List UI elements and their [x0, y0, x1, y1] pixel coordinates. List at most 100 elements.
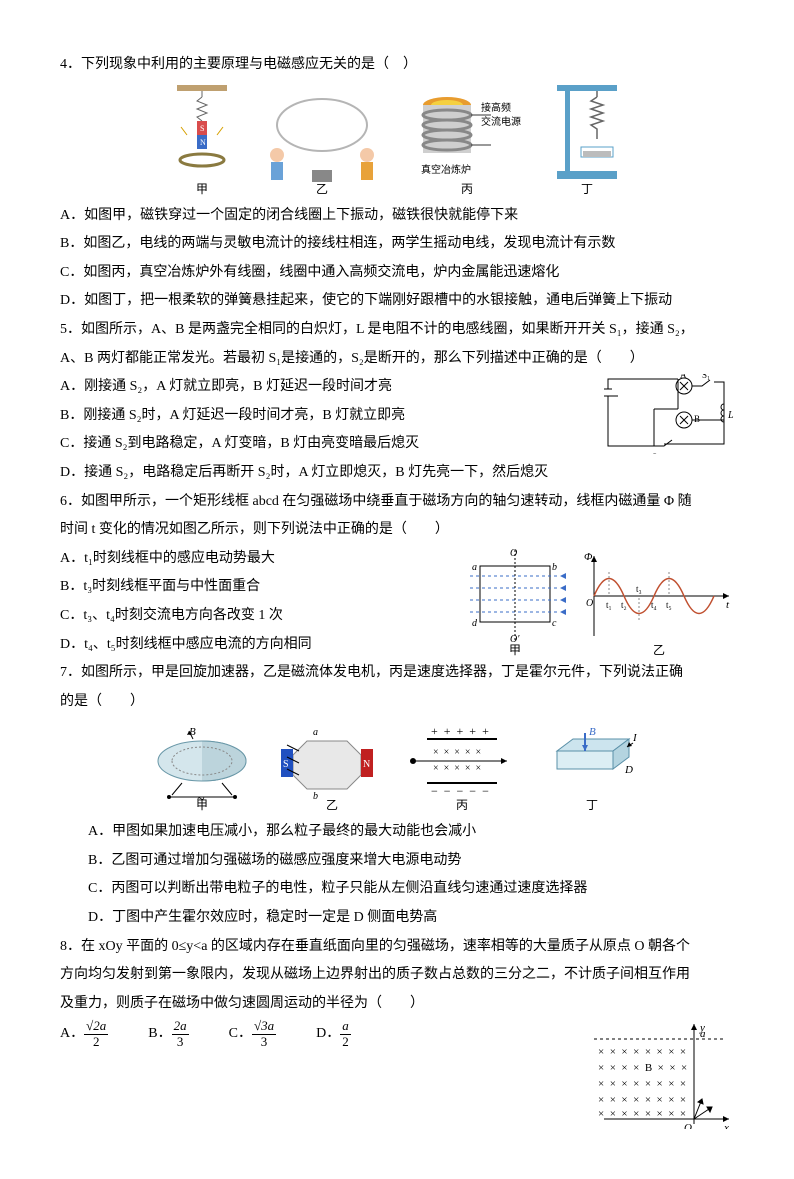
q8-a-pre: A．	[60, 1026, 84, 1041]
q7-opt-a: A．甲图如果加速电压减小，那么粒子最终的最大动能也会减小	[60, 819, 734, 846]
q4-fig-c-t1: 接高频	[481, 101, 511, 114]
q5-opt-d: D．接通 S₂，电路稳定后再断开 S₂时，A 灯立即熄灭，B 灯先亮一下，然后熄…	[60, 460, 734, 487]
svg-text:t₂: t₂	[621, 600, 627, 610]
q8-stem2: 方向均匀发射到第一象限内，发现从磁场上边界射出的质子数占总数的三分之二，不计质子…	[60, 962, 734, 989]
q6-fig2-label: 乙	[653, 639, 665, 662]
q8-stem2-text: 方向均匀发射到第一象限内，发现从磁场上边界射出的质子数占总数的三分之二，不计质子…	[60, 967, 690, 982]
q8-b-pre: B．	[148, 1026, 171, 1041]
q8-c-den: 3	[252, 1035, 276, 1049]
q7-stem1-text: 7．如图所示，甲是回旋加速器，乙是磁流体发电机，丙是速度选择器，丁是霍尔元件，下…	[60, 665, 683, 680]
svg-text:+ + + + +: + + + + +	[431, 724, 489, 738]
q8-options: A．√2a2 B．2a 3 C．√3a3 D．a 2	[60, 1019, 576, 1049]
svg-text:S: S	[200, 124, 204, 133]
q4-fig-c-label: 丙	[461, 178, 473, 201]
rope-students-icon	[257, 85, 387, 185]
svg-text:× × × × × × × ×: × × × × × × × ×	[598, 1078, 686, 1090]
svg-text:O: O	[510, 548, 517, 559]
q4-fig-d-label: 丁	[581, 178, 593, 201]
q4-fig-c: 接高频 交流电源 真空冶炼炉 丙	[407, 85, 527, 185]
svg-text:Φ: Φ	[584, 551, 593, 563]
svg-text:t: t	[726, 599, 730, 611]
q5-stem1-text: 5．如图所示，A、B 是两盏完全相同的白炽灯，L 是电阻不计的电感线圈，如果断开…	[60, 322, 694, 337]
q4-opt-b: B．如图乙，电线的两端与灵敏电流计的接线柱相连，两学生摇动电线，发现电流计有示数	[60, 231, 734, 258]
q8-d-num: a	[342, 1018, 349, 1033]
mhd-generator-icon: a b N S	[277, 721, 387, 801]
q4-fig-c-t3: 真空冶炼炉	[421, 163, 471, 176]
q5-stem1: 5．如图所示，A、B 是两盏完全相同的白炽灯，L 是电阻不计的电感线圈，如果断开…	[60, 317, 734, 344]
svg-text:t₅: t₅	[666, 600, 672, 610]
q5-figure: A S₁ B S₂ L	[594, 374, 734, 454]
q6-stem2-text: 时间 t 变化的情况如图乙所示，则下列说法中正确的是（ ）	[60, 522, 449, 537]
q5-stem2: A、B 两灯都能正常发光。若最初 S₁是接通的，S₂是断开的，那么下列描述中正确…	[60, 346, 734, 373]
q7-opt-d-text: D．丁图中产生霍尔效应时，稳定时一定是 D 侧面电势高	[88, 910, 437, 925]
q7-fig-d-label: 丁	[586, 794, 598, 817]
q8-figure: y x O a × × × × × × × × × × × × B × × × …	[584, 1019, 734, 1129]
q8-opt-d: D．a 2	[316, 1019, 351, 1049]
svg-text:b: b	[552, 562, 557, 573]
q8-d-pre: D．	[316, 1026, 340, 1041]
q5-stem2-text: A、B 两灯都能正常发光。若最初 S₁是接通的，S₂是断开的，那么下列描述中正确…	[60, 351, 644, 366]
circuit-inductor-icon: A S₁ B S₂ L	[594, 374, 734, 454]
svg-text:× × × × B × × ×: × × × × B × × ×	[598, 1062, 687, 1074]
q8-d-den: 2	[340, 1035, 351, 1049]
q6-opt-a-text: A．t₁时刻线框中的感应电动势最大	[60, 551, 275, 566]
q4-opt-d-text: D．如图丁，把一根柔软的弹簧悬挂起来，使它的下端刚好跟槽中的水银接触，通电后弹簧…	[60, 293, 672, 308]
q8-a-den: 2	[84, 1035, 108, 1049]
q4-fig-b: 乙	[257, 85, 387, 185]
svg-text:L: L	[727, 410, 734, 421]
q7-opt-d: D．丁图中产生霍尔效应时，稳定时一定是 D 侧面电势高	[60, 905, 734, 932]
svg-text:I: I	[632, 732, 638, 744]
svg-text:× × × × ×: × × × × ×	[433, 763, 481, 774]
q4-fig-c-t2: 交流电源	[481, 115, 521, 128]
q4-fig-a: S N 甲	[167, 85, 237, 185]
q7-stem2: 的是（ ）	[60, 689, 734, 716]
q7-opt-c: C．丙图可以判断出带电粒子的电性，粒子只能从左侧沿直线匀速通过速度选择器	[60, 876, 734, 903]
q4-opt-a-text: A．如图甲，磁铁穿过一个固定的闭合线圈上下振动，磁铁很快就能停下来	[60, 208, 518, 223]
q7-opt-a-text: A．甲图如果加速电压减小，那么粒子最终的最大动能也会减小	[88, 824, 476, 839]
furnace-coil-icon: 接高频 交流电源 真空冶炼炉	[407, 85, 527, 185]
q5-opt-b-text: B．刚接通 S₂时，A 灯延迟一段时间才亮，B 灯就立即亮	[60, 408, 405, 423]
q8-stem3-text: 及重力，则质子在磁场中做匀速圆周运动的半径为（ ）	[60, 996, 424, 1011]
svg-text:× × × × ×: × × × × ×	[433, 747, 481, 758]
q7-stem2-text: 的是（ ）	[60, 694, 144, 709]
svg-text:× × × × × × × ×: × × × × × × × ×	[598, 1108, 686, 1120]
svg-text:× × × × × × × ×: × × × × × × × ×	[598, 1094, 686, 1106]
svg-text:O: O	[684, 1122, 692, 1129]
hall-element-icon: I D B	[537, 721, 647, 801]
q4-opt-c-text: C．如图丙，真空冶炼炉外有线圈，线圈中通入高频交流电，炉内金属能迅速熔化	[60, 265, 559, 280]
q4-fig-b-label: 乙	[316, 178, 328, 201]
magnetic-region-icon: y x O a × × × × × × × × × × × × B × × × …	[584, 1019, 734, 1129]
q6-fig1-label: 甲	[509, 639, 521, 662]
q4-stem: 4．下列现象中利用的主要原理与电磁感应无关的是（ ）	[60, 52, 734, 79]
q4-opt-a: A．如图甲，磁铁穿过一个固定的闭合线圈上下振动，磁铁很快就能停下来	[60, 203, 734, 230]
q6-figures: O a b c d O′ 甲 Φ t O	[460, 546, 734, 646]
q5-opt-a-text: A．刚接通 S₂，A 灯就立即亮，B 灯延迟一段时间才亮	[60, 379, 392, 394]
q7-opt-c-text: C．丙图可以判断出带电粒子的电性，粒子只能从左侧沿直线匀速通过速度选择器	[88, 881, 587, 896]
q7-stem1: 7．如图所示，甲是回旋加速器，乙是磁流体发电机，丙是速度选择器，丁是霍尔元件，下…	[60, 660, 734, 687]
q6-stem1-text: 6．如图甲所示，一个矩形线框 abcd 在匀强磁场中绕垂直于磁场方向的轴匀速转动…	[60, 494, 692, 509]
q8-opt-c: C．√3a3	[229, 1019, 276, 1049]
svg-text:A: A	[680, 374, 687, 380]
q8-b-num: 2a	[174, 1018, 187, 1033]
svg-text:B: B	[589, 726, 596, 738]
spring-magnet-coil-icon: S N	[167, 85, 237, 185]
svg-text:t₄: t₄	[651, 600, 657, 610]
rotating-loop-icon: O a b c d O′	[460, 546, 570, 646]
q6-opt-d-text: D．t₄、t₅时刻线框中感应电流的方向相同	[60, 637, 312, 652]
q8-opt-a: A．√2a2	[60, 1019, 108, 1049]
svg-text:d: d	[472, 618, 478, 629]
spring-mercury-icon	[547, 85, 627, 185]
svg-text:t₁: t₁	[606, 600, 612, 610]
svg-text:S₁: S₁	[702, 374, 710, 380]
q4-stem-text: 4．下列现象中利用的主要原理与电磁感应无关的是（ ）	[60, 57, 417, 72]
q4-opt-b-text: B．如图乙，电线的两端与灵敏电流计的接线柱相连，两学生摇动电线，发现电流计有示数	[60, 236, 615, 251]
q4-figures: S N 甲 乙 接高频	[60, 85, 734, 185]
q8-c-pre: C．	[229, 1026, 252, 1041]
svg-text:c: c	[552, 618, 557, 629]
q4-opt-d: D．如图丁，把一根柔软的弹簧悬挂起来，使它的下端刚好跟槽中的水银接触，通电后弹簧…	[60, 288, 734, 315]
q7-opt-b-text: B．乙图可通过增加匀强磁场的磁感应强度来增大电源电动势	[88, 853, 461, 868]
svg-text:D: D	[624, 764, 633, 776]
svg-text:S₂: S₂	[652, 452, 660, 454]
q8-stem3: 及重力，则质子在磁场中做匀速圆周运动的半径为（ ）	[60, 991, 734, 1018]
q4-opt-c: C．如图丙，真空冶炼炉外有线圈，线圈中通入高频交流电，炉内金属能迅速熔化	[60, 260, 734, 287]
